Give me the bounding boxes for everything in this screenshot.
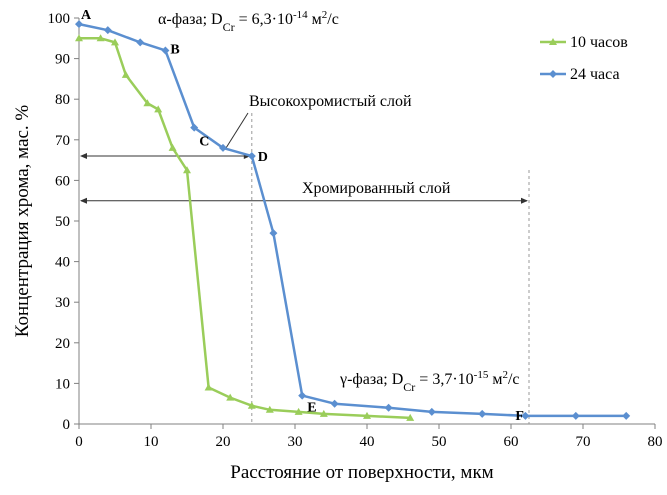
y-tick-label: 40 bbox=[55, 255, 70, 271]
data-point bbox=[121, 70, 130, 78]
x-tick-label: 20 bbox=[216, 434, 231, 450]
data-point bbox=[571, 411, 580, 420]
data-point bbox=[219, 143, 227, 152]
data-point bbox=[168, 143, 177, 151]
y-tick-label: 90 bbox=[55, 52, 70, 68]
x-axis-title: Расстояние от поверхности, мкм bbox=[230, 462, 493, 483]
data-point bbox=[111, 38, 119, 46]
data-point bbox=[478, 409, 487, 418]
leader-line bbox=[225, 112, 249, 149]
arrow-head-left bbox=[80, 153, 87, 160]
arrow-head-left bbox=[80, 197, 87, 204]
x-tick-label: 70 bbox=[576, 434, 591, 450]
axes: 0 10 20 30 40 50 60 70 80 90 100 0 10 20 30 40 50 60 70 80 Р… bbox=[12, 11, 663, 483]
y-tick-label: 70 bbox=[55, 133, 70, 149]
y-tick-label: 80 bbox=[55, 92, 70, 108]
legend: 10 часов 24 часа bbox=[540, 34, 628, 83]
data-point bbox=[154, 105, 163, 113]
high-chrome-layer-label: Высокохромистый слой bbox=[249, 93, 412, 110]
gamma-phase-annotation: γ-фаза; DCr = 3,7·10-15 м2/с bbox=[339, 369, 520, 394]
point-label: B bbox=[170, 42, 179, 57]
x-tick-label: 50 bbox=[432, 434, 447, 450]
series-line bbox=[79, 37, 411, 420]
x-tick-label: 60 bbox=[504, 434, 519, 450]
data-point bbox=[330, 399, 339, 408]
x-tick-label: 40 bbox=[360, 434, 375, 450]
data-point bbox=[75, 20, 83, 29]
arrow-head-right bbox=[521, 197, 528, 204]
y-tick-label: 50 bbox=[55, 214, 70, 230]
annotations: α-фаза; DCr = 6,3·10-14 м2/с γ-фаза; DCr … bbox=[158, 9, 520, 394]
data-point bbox=[226, 393, 235, 401]
data-point bbox=[269, 229, 278, 238]
data-point bbox=[406, 413, 415, 421]
x-tick-label: 10 bbox=[144, 434, 159, 450]
legend-marker bbox=[549, 70, 557, 78]
x-tick-label: 30 bbox=[288, 434, 303, 450]
x-tick-label: 80 bbox=[648, 434, 663, 450]
legend-marker bbox=[549, 38, 557, 45]
legend-label: 10 часов bbox=[570, 34, 628, 51]
data-point bbox=[294, 407, 303, 415]
y-tick-label: 20 bbox=[55, 336, 70, 352]
data-point bbox=[183, 166, 191, 174]
data-point bbox=[204, 383, 213, 391]
point-label: C bbox=[199, 135, 209, 150]
data-point bbox=[521, 411, 530, 420]
data-point bbox=[622, 411, 631, 420]
data-point bbox=[143, 99, 152, 107]
data-point bbox=[161, 46, 170, 55]
series-group bbox=[75, 20, 631, 421]
data-point bbox=[247, 152, 256, 161]
data-point bbox=[298, 391, 307, 400]
reference-lines bbox=[80, 112, 530, 424]
point-label: F bbox=[515, 409, 524, 424]
legend-label: 24 часа bbox=[570, 66, 620, 83]
y-tick-label: 100 bbox=[48, 11, 71, 27]
data-point bbox=[75, 34, 83, 42]
y-axis-title: Концентрация хрома, мас. % bbox=[12, 105, 33, 338]
data-point bbox=[363, 411, 371, 419]
data-point bbox=[247, 401, 256, 409]
data-point bbox=[103, 26, 112, 35]
point-label: E bbox=[307, 401, 316, 416]
data-point bbox=[384, 403, 393, 412]
chrome-layer-label: Хромированный слой bbox=[302, 180, 451, 197]
x-tick-label: 0 bbox=[75, 434, 83, 450]
data-point bbox=[190, 123, 199, 132]
y-tick-label: 10 bbox=[55, 376, 70, 392]
data-point bbox=[136, 38, 145, 47]
y-tick-label: 0 bbox=[63, 417, 71, 433]
y-tick-label: 30 bbox=[55, 295, 70, 311]
series-line bbox=[78, 22, 627, 418]
point-label: D bbox=[258, 150, 268, 165]
data-point bbox=[319, 409, 328, 417]
point-label: A bbox=[81, 8, 92, 23]
data-point bbox=[96, 34, 105, 42]
data-point bbox=[427, 407, 436, 416]
data-point bbox=[265, 405, 274, 413]
alpha-phase-annotation: α-фаза; DCr = 6,3·10-14 м2/с bbox=[158, 9, 339, 34]
y-tick-label: 60 bbox=[55, 173, 70, 189]
point-labels: A B C D E F bbox=[81, 8, 524, 424]
